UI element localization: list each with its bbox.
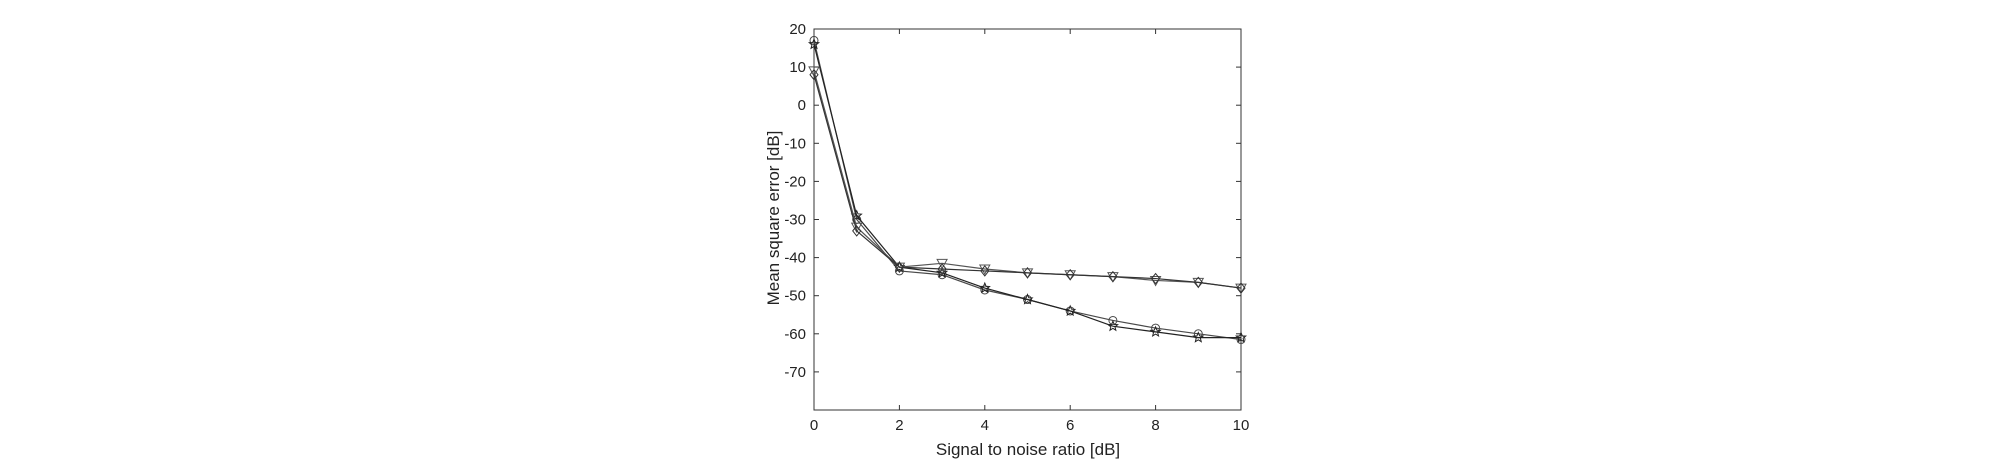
- data-point-star: [978, 281, 991, 294]
- data-point-diamond: [980, 265, 990, 277]
- series-layer: [807, 35, 1248, 345]
- data-point-circle: [1236, 335, 1246, 345]
- plot-area: [813, 28, 1242, 411]
- x-tick-label: 4: [981, 417, 989, 434]
- y-tick-label: -50: [784, 288, 806, 305]
- y-tick-label: 20: [789, 21, 806, 38]
- data-point-star: [1149, 325, 1162, 338]
- data-point-diamond: [1022, 267, 1033, 279]
- data-point-star: [1192, 331, 1205, 343]
- y-tick-label: -20: [784, 173, 806, 190]
- data-point-diamond: [937, 263, 947, 275]
- data-point-star: [807, 37, 821, 50]
- series-diamond: [809, 68, 1246, 294]
- data-point-star: [1064, 304, 1077, 317]
- data-point-diamond: [1193, 276, 1203, 289]
- data-point-diamond: [809, 68, 819, 81]
- y-tick-label: -10: [784, 135, 806, 152]
- x-tick-label: 8: [1151, 417, 1159, 434]
- data-point-circle: [980, 285, 990, 295]
- data-point-diamond: [1150, 272, 1161, 285]
- x-tick-label: 0: [810, 417, 818, 434]
- data-point-diamond: [1108, 270, 1118, 283]
- x-tick-label: 6: [1066, 417, 1074, 434]
- data-point-triangle: [808, 66, 820, 77]
- data-point-triangle: [850, 222, 863, 234]
- data-point-circle: [1108, 315, 1118, 325]
- y-axis-label: Mean square error [dB]: [764, 131, 783, 306]
- data-point-diamond: [1065, 268, 1075, 281]
- data-point-diamond: [852, 225, 862, 237]
- y-tick-label: -40: [784, 250, 806, 267]
- data-point-diamond: [894, 261, 905, 273]
- data-point-diamond: [1236, 282, 1246, 294]
- series-line-star: [813, 44, 1241, 339]
- data-point-star: [1106, 319, 1119, 332]
- y-tick-label: 0: [798, 97, 806, 114]
- data-point-star: [936, 266, 949, 278]
- data-point-triangle: [1235, 283, 1247, 295]
- data-point-star: [1021, 293, 1034, 305]
- y-tick-label: 10: [789, 59, 806, 76]
- x-tick-label: 10: [1233, 417, 1250, 434]
- y-tick-label: -30: [784, 212, 806, 229]
- y-tick-label: -70: [784, 364, 806, 381]
- axis-ticks: 0 2 4 6 8 10 20 10 0 -10 -20 -30 -40 -50 -60 -70: [784, 21, 1249, 434]
- y-tick-label: -60: [784, 326, 806, 343]
- data-point-star: [1234, 331, 1248, 343]
- x-axis-label: Signal to noise ratio [dB]: [936, 440, 1120, 459]
- data-point-triangle: [936, 258, 948, 270]
- x-tick-label: 2: [895, 417, 903, 434]
- series-line-diamond: [813, 74, 1242, 289]
